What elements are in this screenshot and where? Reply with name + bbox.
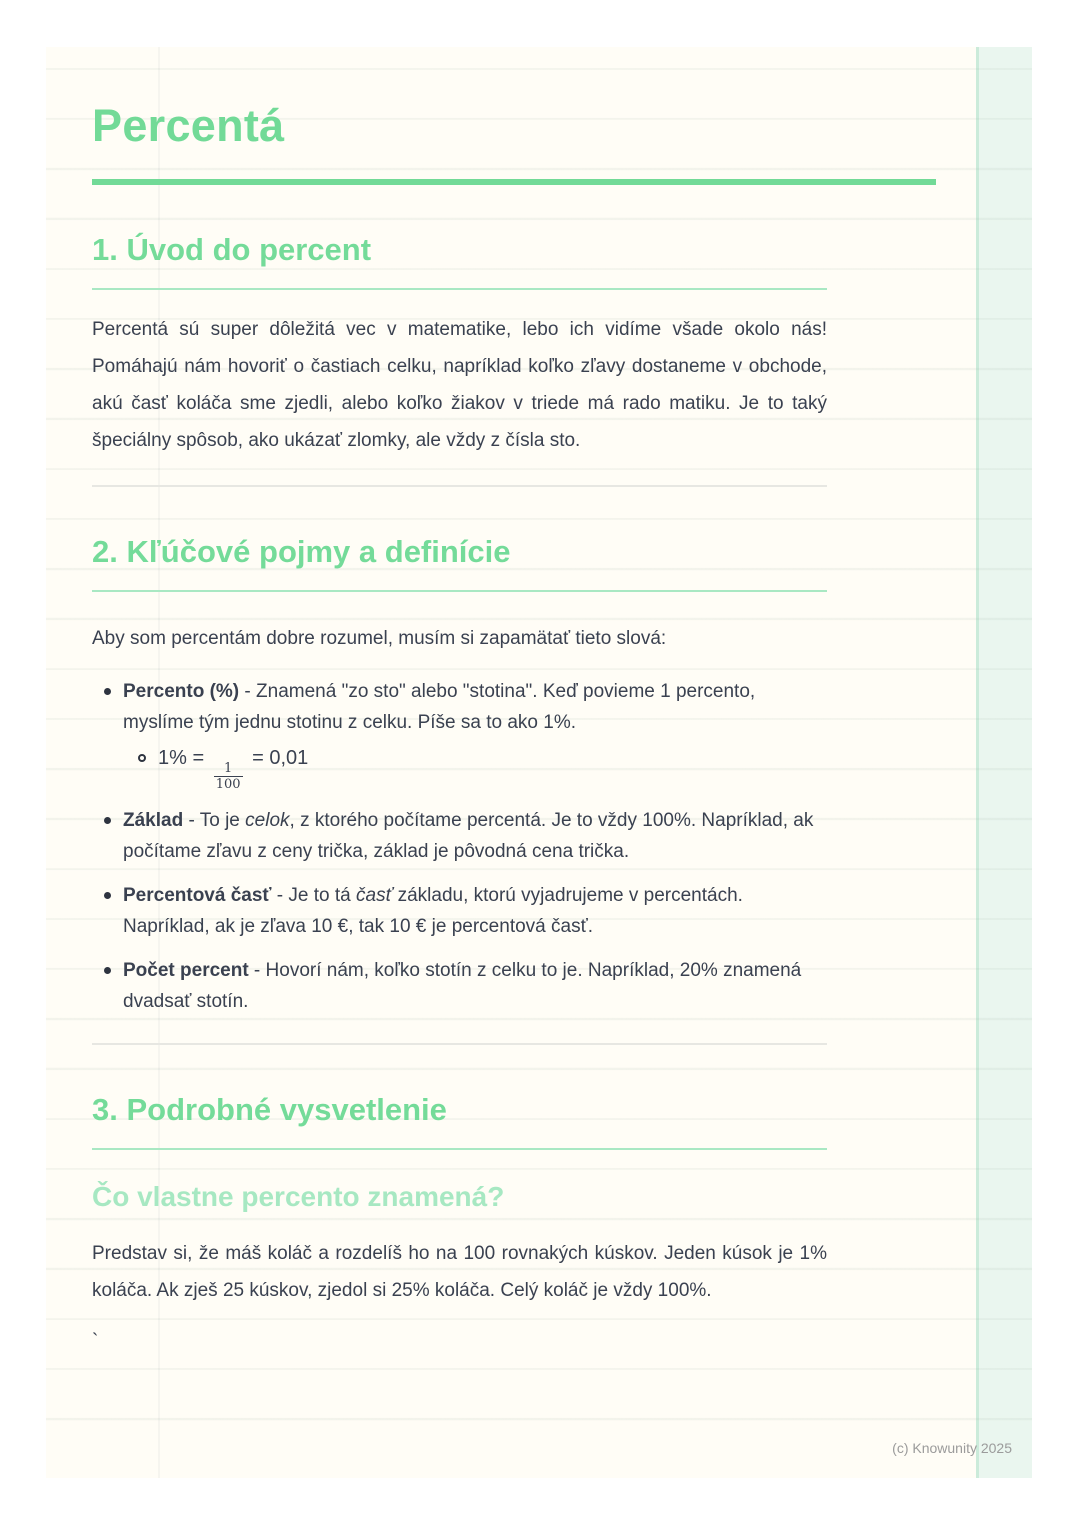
term-label: Percento (%) xyxy=(123,681,240,702)
definition-list: Percento (%) - Znamená "zo sto" alebo "s… xyxy=(92,676,827,1017)
term-definition: základu, ktorú vyjadrujeme v percentách.… xyxy=(123,885,743,937)
page-content: Percentá 1. Úvod do percent Percentá sú … xyxy=(46,47,936,1357)
list-item-pocet-percent: Počet percent - Hovorí nám, koľko stotín… xyxy=(92,955,827,1017)
section-3-heading: 3. Podrobné vysvetlenie xyxy=(92,1092,447,1127)
formula-prefix: 1% = xyxy=(158,747,210,769)
bullet-dot-icon xyxy=(104,817,111,824)
copyright-footer: (c) Knowunity 2025 xyxy=(892,1440,1012,1456)
list-item-percento: Percento (%) - Znamená "zo sto" alebo "s… xyxy=(92,676,827,791)
section-divider xyxy=(92,485,827,487)
bullet-dot-icon xyxy=(104,892,111,899)
fraction-one-hundredth: 1 100 xyxy=(213,761,243,792)
term-definition: - Znamená "zo sto" alebo "stotina". Keď … xyxy=(123,681,756,733)
term-definition: - Je to tá xyxy=(271,885,357,906)
fraction-denominator: 100 xyxy=(213,776,243,792)
term-label: Základ xyxy=(123,810,184,831)
section-1-heading: 1. Úvod do percent xyxy=(92,232,372,267)
section-divider xyxy=(92,1043,827,1045)
list-item-percentova-cast: Percentová časť - Je to tá časť základu,… xyxy=(92,880,827,942)
bullet-dot-icon xyxy=(104,967,111,974)
notebook-margin-line xyxy=(158,47,160,1478)
formula-suffix: = 0,01 xyxy=(246,747,309,769)
section-1-paragraph: Percentá sú super dôležitá vec v matemat… xyxy=(92,319,827,451)
section-2-intro: Aby som percentám dobre rozumel, musím s… xyxy=(92,628,667,649)
sub-bullet-circle-icon xyxy=(138,754,146,762)
title-underline-rule xyxy=(92,179,936,185)
right-green-band xyxy=(976,47,1032,1478)
sub-list-item-formula: 1% = 1 100 = 0,01 xyxy=(123,741,827,791)
section-2-heading: 2. Kľúčové pojmy a definície xyxy=(92,534,511,569)
term-definition-italic: celok xyxy=(245,810,290,831)
term-definition-italic: časť xyxy=(356,885,393,906)
term-definition: - Hovorí nám, koľko stotín z celku to je… xyxy=(123,960,802,1012)
page-title: Percentá xyxy=(92,100,285,151)
term-definition: - To je xyxy=(183,810,246,831)
term-definition: , z ktorého počítame percentá. Je to vžd… xyxy=(123,810,814,862)
fraction-numerator: 1 xyxy=(223,761,233,776)
section-3-underline xyxy=(92,1148,827,1150)
section-3-subheading: Čo vlastne percento znamená? xyxy=(92,1181,505,1212)
stray-backtick-mark: ` xyxy=(92,1331,99,1352)
bullet-dot-icon xyxy=(104,688,111,695)
document-page: Percentá 1. Úvod do percent Percentá sú … xyxy=(46,47,1032,1478)
section-3-paragraph: Predstav si, že máš koláč a rozdelíš ho … xyxy=(92,1243,827,1301)
section-2-underline xyxy=(92,590,827,592)
section-1-underline xyxy=(92,288,827,290)
list-item-zaklad: Základ - To je celok, z ktorého počítame… xyxy=(92,805,827,867)
term-label: Počet percent xyxy=(123,960,249,981)
term-label: Percentová časť xyxy=(123,885,272,906)
